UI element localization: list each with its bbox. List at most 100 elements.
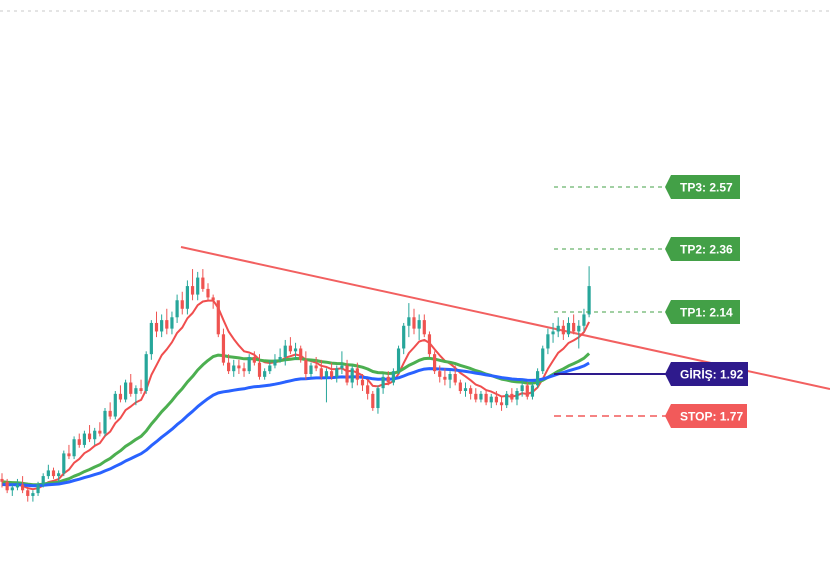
candle-body [376, 388, 380, 409]
candle [345, 359, 349, 386]
candle [0, 473, 4, 488]
candle [170, 311, 174, 335]
candle-body [134, 388, 138, 394]
tp3-level: TP3: 2.57 [554, 175, 740, 199]
tp3-label: TP3: 2.57 [680, 181, 733, 195]
candle-body [268, 365, 272, 372]
candle-body [556, 325, 560, 332]
candle [15, 478, 20, 491]
candle [278, 348, 282, 363]
candle [252, 351, 256, 366]
candle-body [93, 430, 97, 440]
candle [87, 425, 92, 443]
candle [103, 408, 107, 437]
candle-body [160, 320, 164, 332]
candle [474, 388, 478, 403]
candle-body [170, 317, 174, 329]
candle-body [458, 382, 462, 392]
candle-body [360, 379, 365, 386]
candle [211, 294, 215, 309]
candle [525, 382, 529, 400]
candle [366, 379, 370, 400]
candle [180, 291, 184, 315]
candle [407, 303, 411, 338]
candle-body [546, 334, 550, 349]
candle-body [129, 382, 133, 394]
candle-body [505, 393, 509, 406]
candle [118, 385, 123, 403]
candle-body [221, 334, 226, 363]
candle [412, 308, 416, 335]
candle-body [154, 322, 159, 332]
candle [129, 374, 133, 397]
candle-body [257, 362, 262, 377]
candle [566, 317, 571, 338]
candle-body [443, 376, 447, 380]
candle-body [278, 356, 282, 360]
candle-body [499, 402, 504, 406]
candle [479, 391, 483, 403]
candle-body [149, 322, 153, 355]
candle [299, 345, 303, 363]
candle-body [57, 473, 61, 477]
candle [551, 322, 555, 343]
candle [72, 436, 76, 460]
candle [355, 362, 359, 386]
candle [134, 385, 138, 406]
candle [396, 345, 401, 374]
candle-body [252, 356, 256, 363]
candle-body [216, 300, 220, 335]
tp3-badge [665, 175, 740, 199]
tp1-label: TP1: 2.14 [680, 306, 733, 320]
candle-body [469, 388, 473, 394]
candle [561, 320, 565, 340]
candle [124, 379, 128, 403]
candle-body [479, 393, 483, 400]
candle [541, 345, 545, 374]
candle [160, 314, 164, 338]
candle-body [237, 365, 241, 369]
candle [108, 402, 112, 420]
candle-body [190, 286, 195, 295]
candle [57, 470, 61, 482]
candle-body [412, 317, 416, 329]
candle [340, 351, 344, 374]
candle [505, 391, 509, 409]
entry-level: GİRİŞ: 1.92 [554, 362, 748, 386]
candle [288, 337, 292, 355]
candle-body [530, 385, 535, 397]
candle [515, 388, 519, 406]
candle [422, 314, 426, 338]
candle [139, 379, 143, 394]
candle [536, 368, 540, 389]
candle [93, 427, 97, 445]
candle-body [165, 320, 169, 329]
candle [438, 365, 442, 383]
candle [165, 308, 169, 335]
candle-body [46, 470, 50, 477]
candle [376, 385, 380, 414]
candle [242, 362, 246, 377]
candle [546, 328, 550, 355]
candle [469, 385, 473, 400]
candle [499, 396, 504, 411]
candle [350, 365, 354, 389]
candle [510, 388, 514, 403]
candle [51, 467, 56, 479]
candle-body [371, 393, 375, 409]
candle [113, 391, 117, 420]
candle-body [10, 487, 14, 491]
candle-body [391, 371, 395, 383]
candle-body [72, 439, 76, 457]
tp2-level: TP2: 2.36 [554, 237, 740, 261]
entry-label: GİRİŞ: 1.92 [680, 367, 744, 382]
candle [21, 476, 25, 494]
candle-body [180, 300, 184, 309]
candle-body [309, 365, 313, 374]
candle-body [242, 368, 246, 372]
candle-body [227, 362, 231, 372]
candle [41, 473, 45, 488]
candle-body [587, 286, 591, 315]
candle-body [551, 331, 555, 335]
